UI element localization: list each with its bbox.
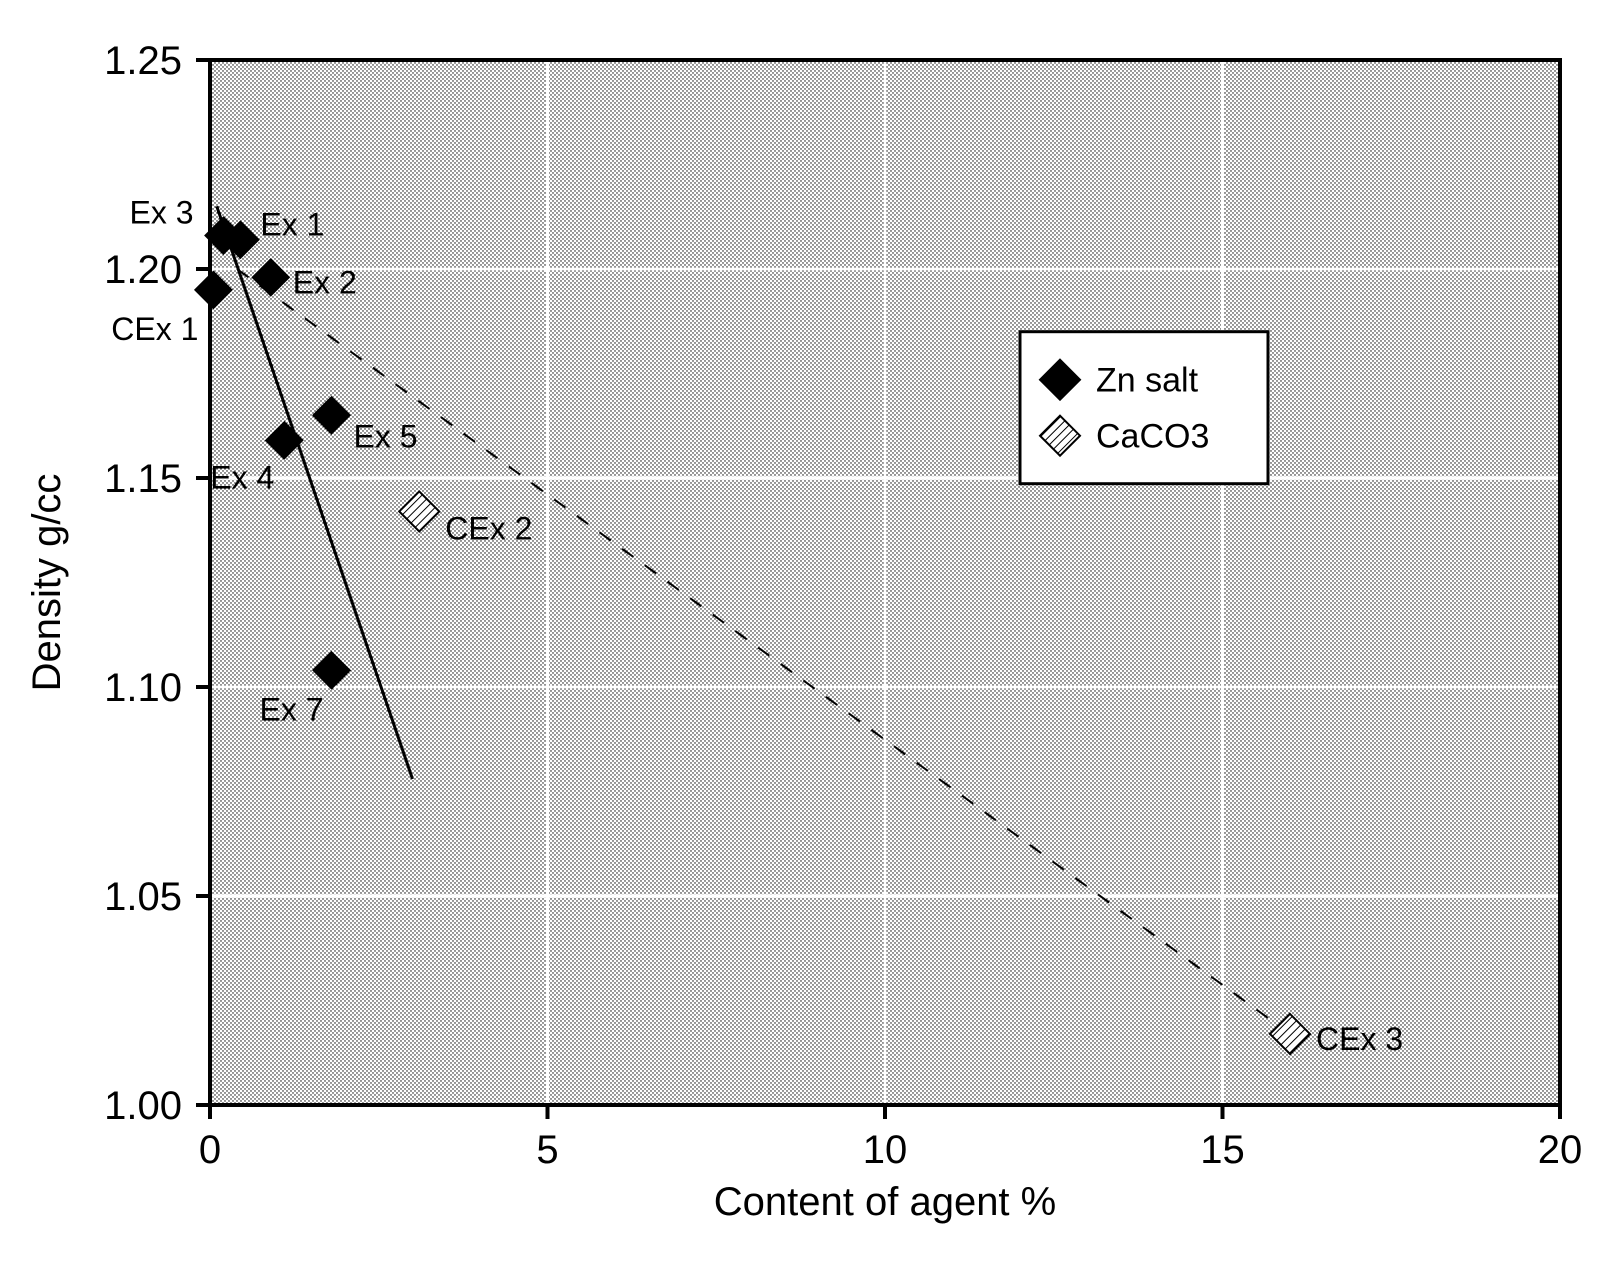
y-tick-label: 1.00 [104,1084,182,1128]
x-tick-label: 15 [1200,1128,1245,1172]
legend-item-label: Zn salt [1096,362,1199,400]
x-tick-label: 20 [1538,1128,1583,1172]
data-point-label: Ex 4 [210,459,274,495]
data-point-label: Ex 2 [293,264,357,300]
y-tick-label: 1.10 [104,666,182,710]
data-point-label: Ex 3 [129,195,193,231]
data-point-label: CEx 3 [1316,1021,1403,1057]
y-tick-label: 1.20 [104,248,182,292]
x-tick-label: 10 [863,1128,908,1172]
legend-item-label: CaCO3 [1096,418,1209,456]
y-tick-label: 1.25 [104,39,182,83]
data-point-label: Ex 5 [354,418,418,454]
data-point-label: CEx 2 [445,510,532,546]
y-tick-label: 1.15 [104,457,182,501]
x-tick-label: 0 [199,1128,221,1172]
y-tick-label: 1.05 [104,875,182,919]
data-point-label: Ex 1 [260,207,324,243]
data-point-label: CEx 1 [111,311,198,347]
legend-box [1020,332,1268,484]
scatter-chart: 0 5 10 15 20 1.00 1.05 1.10 1.15 1.20 1.25 Content … [0,0,1606,1288]
chart-container: 0 5 10 15 20 1.00 1.05 1.10 1.15 1.20 1.25 Content … [0,0,1606,1288]
y-axis-label: Density g/cc [25,474,69,692]
x-tick-label: 5 [536,1128,558,1172]
data-point-label: Ex 7 [259,691,323,727]
x-axis-label: Content of agent % [714,1180,1056,1224]
